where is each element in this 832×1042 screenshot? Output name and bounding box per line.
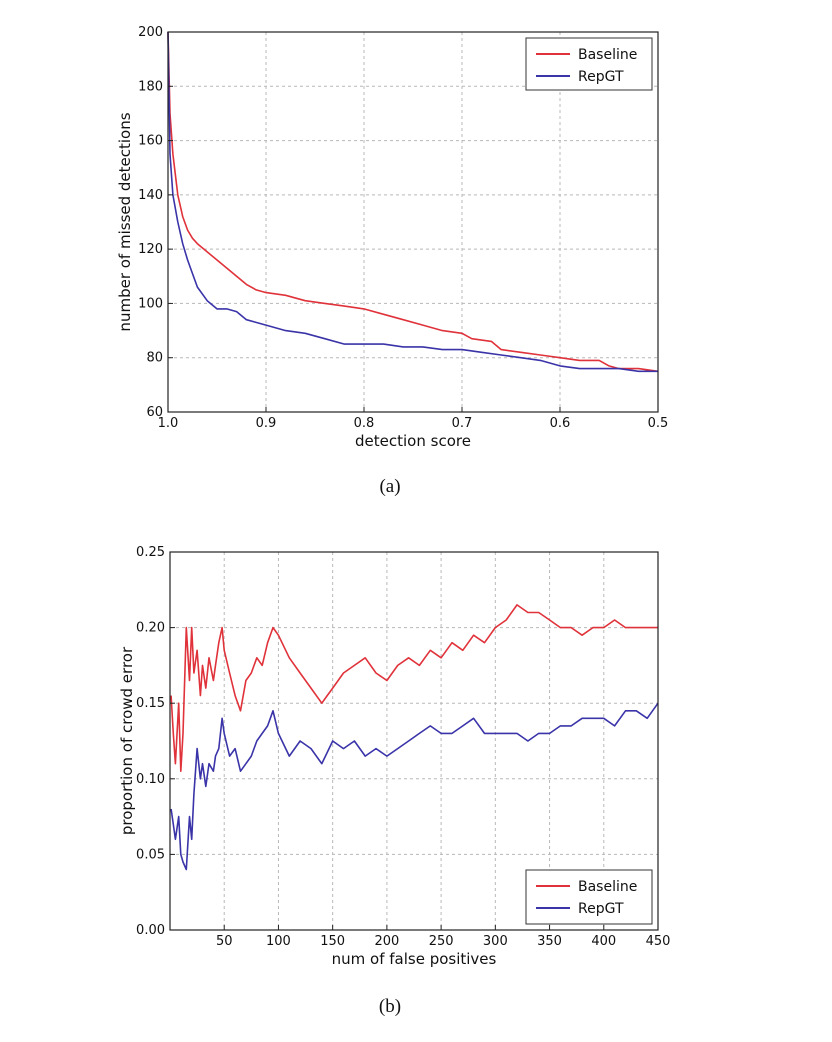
x-tick-label: 150 — [320, 934, 345, 949]
y-tick-label: 140 — [138, 188, 163, 203]
x-tick-label: 200 — [374, 934, 399, 949]
chart-b-frame — [169, 551, 659, 931]
chart-a-ticks: 1.0 0.9 0.8 0.7 0.6 0.5 60 80 100 120 140 160 180 200 — [138, 25, 668, 431]
x-tick-label: 50 — [216, 934, 233, 949]
x-tick-label: 0.8 — [354, 416, 375, 431]
y-tick-label: 0.00 — [136, 923, 165, 938]
chart-b-y-axis-label: proportion of crowd error — [118, 646, 136, 835]
chart-b-lines — [170, 604, 659, 871]
chart-a-y-axis-label: number of missed detections — [116, 112, 134, 331]
legend-label-baseline: Baseline — [578, 879, 637, 895]
series-line-repgt — [167, 31, 658, 373]
chart-b-ticks: 50 100 150 200 250 300 350 400 450 0.00 0.05 0.10 0.… — [136, 545, 670, 949]
y-tick-label: 60 — [146, 405, 163, 420]
chart-a-lines — [167, 31, 659, 373]
legend-label-baseline: Baseline — [578, 47, 637, 63]
y-tick-label: 180 — [138, 79, 163, 94]
series-line-baseline — [170, 604, 658, 772]
chart-b-grid — [170, 552, 658, 930]
chart-b-caption: (b) — [379, 996, 401, 1017]
chart-a-x-axis-label: detection score — [355, 432, 471, 450]
series-line-repgt — [170, 702, 659, 871]
x-tick-label: 350 — [537, 934, 562, 949]
y-tick-label: 80 — [146, 351, 163, 366]
x-tick-label: 400 — [591, 934, 616, 949]
y-tick-label: 100 — [138, 296, 163, 311]
x-tick-label: 300 — [483, 934, 508, 949]
legend-box — [525, 869, 653, 925]
y-tick-label: 160 — [138, 134, 163, 149]
x-tick-label: 0.6 — [550, 416, 571, 431]
chart-a-legend: Baseline RepGT — [525, 37, 653, 91]
y-tick-label: 0.10 — [136, 772, 165, 787]
y-tick-label: 120 — [138, 242, 163, 257]
chart-b-x-axis-label: num of false positives — [332, 950, 497, 968]
chart-a: 1.0 0.9 0.8 0.7 0.6 0.5 60 80 100 120 140 160 180 200… — [116, 25, 668, 497]
y-tick-label: 0.20 — [136, 621, 165, 636]
series-line-baseline — [167, 31, 659, 373]
y-tick-label: 0.15 — [136, 696, 165, 711]
x-tick-label: 0.7 — [452, 416, 473, 431]
y-tick-label: 200 — [138, 25, 163, 40]
legend-label-repgt: RepGT — [578, 69, 624, 85]
x-tick-label: 100 — [266, 934, 291, 949]
x-tick-label: 0.5 — [648, 416, 669, 431]
legend-label-repgt: RepGT — [578, 901, 624, 917]
y-tick-label: 0.25 — [136, 545, 165, 560]
chart-a-caption: (a) — [379, 476, 400, 497]
x-tick-label: 1.0 — [158, 416, 179, 431]
legend-box — [525, 37, 653, 91]
x-tick-label: 450 — [646, 934, 671, 949]
chart-a-frame — [167, 31, 659, 413]
x-tick-label: 250 — [429, 934, 454, 949]
x-tick-label: 0.9 — [256, 416, 277, 431]
chart-b-legend: Baseline RepGT — [525, 869, 653, 925]
y-tick-label: 0.05 — [136, 847, 165, 862]
chart-b: 50 100 150 200 250 300 350 400 450 0.00 0.05 0.10 0.… — [118, 545, 670, 1017]
